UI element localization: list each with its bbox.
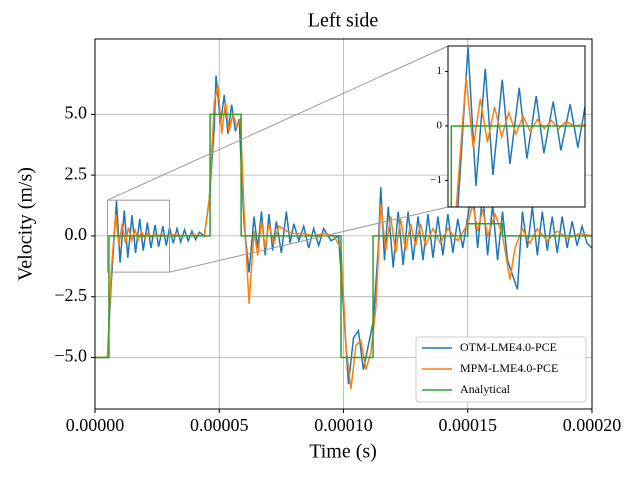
y-tick-label: −2.5 xyxy=(54,285,87,305)
inset-y-tick-label: 1 xyxy=(437,65,443,77)
series-line xyxy=(450,125,585,207)
y-tick-label: −5.0 xyxy=(54,346,87,366)
y-tick-label: 5.0 xyxy=(65,102,88,122)
y-tick-label: 0.0 xyxy=(65,224,88,244)
series-line xyxy=(95,113,592,359)
zoom-connector xyxy=(169,206,449,273)
legend-box xyxy=(415,336,587,403)
inset-frame xyxy=(447,45,586,208)
zoom-connector xyxy=(107,45,449,201)
chart-title: Left side xyxy=(308,10,379,32)
x-tick-label: 0.00020 xyxy=(563,415,622,435)
legend-label: Analytical xyxy=(460,382,511,396)
x-axis-label: Time (s) xyxy=(309,441,377,463)
zoom-box xyxy=(106,199,171,273)
axes-frame xyxy=(94,38,593,410)
y-tick-label: 2.5 xyxy=(65,163,88,183)
y-axis-label: Velocity (m/s) xyxy=(15,167,37,281)
series-line xyxy=(455,76,585,207)
x-tick-label: 0.00015 xyxy=(439,415,498,435)
x-tick-label: 0.00000 xyxy=(66,415,125,435)
inset-y-tick-label: 0 xyxy=(437,119,443,131)
x-tick-label: 0.00010 xyxy=(314,415,373,435)
legend-label: MPM-LME4.0-PCE xyxy=(460,361,558,375)
plot-lines xyxy=(450,47,585,207)
x-tick-label: 0.00005 xyxy=(190,415,249,435)
legend-label: OTM-LME4.0-PCE xyxy=(460,340,557,354)
inset-y-tick-label: −1 xyxy=(430,174,442,186)
